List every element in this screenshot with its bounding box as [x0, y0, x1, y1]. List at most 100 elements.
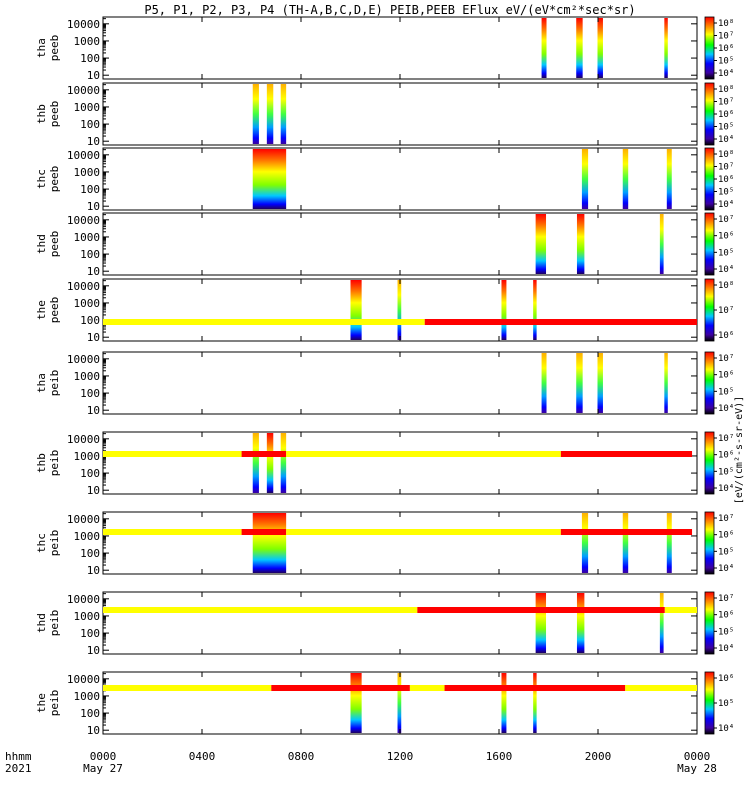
- spectrogram-burst: [501, 280, 507, 340]
- mode-bar-segment: [103, 607, 418, 613]
- panel-thc-peib: 10 100 1000 10000 thc peib 10⁴ 10⁵ 10⁶ 10⁷: [35, 511, 734, 577]
- panel-probe-label: tha: [35, 38, 48, 58]
- spectrogram-burst: [664, 18, 668, 78]
- spectrogram-burst: [622, 513, 629, 573]
- colorbar: [704, 82, 715, 146]
- y-tick-label: 100: [80, 52, 100, 65]
- spectrogram-burst: [597, 353, 603, 413]
- mode-bars-group: [103, 319, 697, 691]
- colorbar-tick-label: 10⁷: [718, 306, 734, 316]
- spectrogram-burst: [576, 18, 583, 78]
- y-tick-label: 10: [87, 265, 100, 278]
- panel-instrument-label: peeb: [48, 101, 61, 128]
- panel-instrument-label: peeb: [48, 35, 61, 62]
- y-tick-label: 10000: [67, 673, 100, 686]
- spectrogram-burst: [541, 353, 547, 413]
- spectrogram-burst: [266, 433, 274, 493]
- panel-frame: [102, 82, 698, 146]
- colorbar-tick-label: 10⁵: [718, 57, 734, 67]
- colorbar-tick-label: 10⁷: [718, 215, 734, 225]
- panel-thb-peeb: 10 100 1000 10000 thb peeb 10⁴ 10⁵ 10⁶ 10⁷ 10⁸: [35, 82, 734, 148]
- colorbar-tick-label: 10⁵: [718, 248, 734, 258]
- mode-bar-segment: [103, 319, 425, 325]
- y-tick-label: 10000: [67, 149, 100, 162]
- spectrogram-burst: [280, 433, 287, 493]
- panel-instrument-label: peib: [48, 610, 61, 637]
- spectrogram-burst: [659, 214, 664, 274]
- panel-the-peib: 10 100 1000 10000 the peib 10⁴ 10⁵ 10⁶: [35, 671, 734, 737]
- panel-frame: [102, 431, 698, 495]
- spectrogram-burst: [252, 149, 287, 209]
- time-axis-row-label: hhmm: [5, 750, 32, 763]
- panel-probe-label: thd: [35, 234, 48, 254]
- panel-instrument-label: peeb: [48, 231, 61, 258]
- spectrogram-burst: [501, 673, 507, 733]
- panel-frame: [102, 16, 698, 80]
- colorbar-tick-label: 10⁶: [718, 44, 734, 54]
- colorbar-tick-label: 10⁶: [718, 371, 734, 381]
- panel-instrument-label: peeb: [48, 166, 61, 193]
- colorbar-tick-label: 10⁴: [718, 724, 734, 734]
- spectrogram-burst: [581, 513, 589, 573]
- figure-title: P5, P1, P2, P3, P4 (TH-A,B,C,D,E) PEIB,P…: [144, 3, 635, 17]
- y-tick-label: 1000: [74, 370, 101, 383]
- colorbar-tick-label: 10⁷: [718, 163, 734, 173]
- y-tick-label: 100: [80, 314, 100, 327]
- panel-frame: [102, 511, 698, 575]
- colorbar-tick-label: 10⁶: [718, 232, 734, 242]
- y-tick-label: 100: [80, 627, 100, 640]
- y-tick-label: 10: [87, 69, 100, 82]
- mode-bar: [103, 529, 693, 535]
- time-tick-label: 0000: [684, 750, 711, 763]
- panel-probe-label: thc: [35, 169, 48, 189]
- time-tick-label: 1200: [387, 750, 414, 763]
- colorbar: [704, 212, 715, 276]
- spectrogram-burst: [266, 84, 274, 144]
- spectrogram-burst: [397, 280, 402, 340]
- colorbar-tick-label: 10⁷: [718, 514, 734, 524]
- y-tick-label: 1000: [74, 101, 101, 114]
- panel-probe-label: the: [35, 300, 48, 320]
- mode-bar-segment: [103, 451, 242, 457]
- colorbar-tick-label: 10⁷: [718, 594, 734, 604]
- date-label: May 28: [677, 762, 717, 775]
- y-tick-label: 10: [87, 484, 100, 497]
- mode-bar-segment: [444, 685, 626, 691]
- panel-instrument-label: peeb: [48, 297, 61, 324]
- panel-the-peeb: 10 100 1000 10000 the peeb 10⁶ 10⁷ 10⁸: [35, 278, 734, 344]
- time-tick-label: 2000: [585, 750, 612, 763]
- colorbar-tick-label: 10⁷: [718, 434, 734, 444]
- spectrogram-burst: [541, 18, 547, 78]
- spectrogram-burst: [252, 84, 259, 144]
- colorbar-tick-label: 10⁵: [718, 123, 734, 133]
- y-tick-label: 100: [80, 118, 100, 131]
- colorbar-tick-label: 10⁸: [718, 19, 734, 29]
- panel-probe-label: thb: [35, 104, 48, 124]
- spectrogram-burst: [533, 673, 537, 733]
- spectrogram-burst: [533, 280, 537, 340]
- colorbar-tick-label: 10⁴: [718, 265, 734, 275]
- mode-bar-segment: [103, 685, 272, 691]
- panel-thd-peeb: 10 100 1000 10000 thd peeb 10⁴ 10⁵ 10⁶ 10⁷: [35, 212, 734, 278]
- colorbar-tick-label: 10⁸: [718, 150, 734, 160]
- y-tick-label: 10000: [67, 513, 100, 526]
- y-tick-label: 1000: [74, 610, 101, 623]
- mode-bar-segment: [241, 529, 287, 535]
- mode-bar-segment: [241, 451, 287, 457]
- spectrogram-burst: [666, 513, 672, 573]
- y-tick-label: 100: [80, 707, 100, 720]
- colorbar-tick-label: 10⁴: [718, 564, 734, 574]
- colorbar-tick-label: 10⁴: [718, 69, 734, 79]
- colorbar-tick-label: 10⁴: [718, 484, 734, 494]
- spectrogram-burst: [280, 84, 287, 144]
- panel-tha-peeb: 10 100 1000 10000 tha peeb 10⁴ 10⁵ 10⁶ 10⁷ 10⁸: [35, 16, 734, 82]
- colorbar: [704, 147, 715, 211]
- spectrogram-burst: [350, 673, 362, 733]
- y-tick-label: 1000: [74, 166, 101, 179]
- time-tick-label: 1600: [486, 750, 513, 763]
- colorbar-tick-label: 10⁶: [718, 451, 734, 461]
- colorbar-tick-label: 10⁸: [718, 281, 734, 291]
- spectrogram-burst: [397, 673, 402, 733]
